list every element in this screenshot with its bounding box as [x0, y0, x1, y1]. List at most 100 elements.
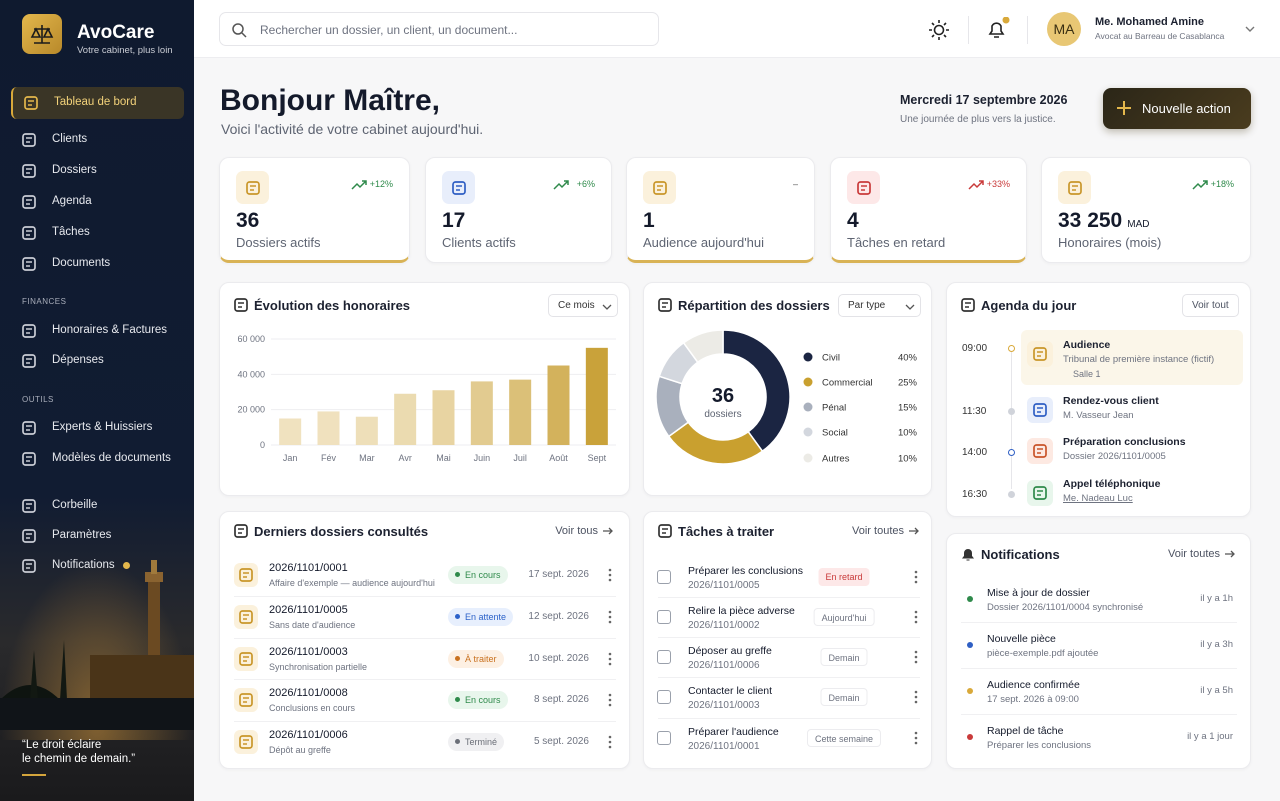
case-desc: Conclusions en cours	[269, 703, 356, 713]
donut-segment	[682, 329, 724, 364]
bar	[547, 365, 570, 445]
button[interactable]: Voir tout	[1182, 294, 1239, 317]
icon[interactable]	[602, 651, 618, 667]
icon	[22, 559, 36, 573]
agenda-time: 16:30	[962, 489, 988, 500]
theme-toggle[interactable]	[928, 19, 950, 41]
case-icon	[234, 730, 258, 754]
x-tick-label: Sept	[588, 453, 607, 463]
stat-icon	[643, 171, 676, 204]
y-tick-label: 60 000	[237, 334, 265, 344]
agenda-detail: Dossier 2026/1101/0005	[1063, 451, 1166, 462]
icon	[905, 304, 915, 310]
icon	[239, 652, 253, 666]
notification-title: Nouvelle pièce	[987, 633, 1056, 645]
agenda-detail: Me. Nadeau Luc	[1063, 493, 1133, 504]
x-tick-label: Mar	[359, 453, 375, 463]
nav-item[interactable]: Paramètres	[11, 520, 184, 552]
nav-item[interactable]: Agenda	[11, 186, 184, 218]
link[interactable]: Voir toutes	[852, 525, 920, 537]
icon[interactable]	[908, 689, 924, 705]
icon[interactable]	[602, 692, 618, 708]
stat-icon	[1058, 171, 1091, 204]
panel-title: Derniers dossiers consultés	[254, 524, 429, 539]
nav-item[interactable]: Honoraires & Factures	[11, 315, 184, 347]
agenda-icon	[1027, 438, 1053, 464]
nav-item[interactable]: Dépenses	[11, 345, 184, 377]
icon	[653, 181, 667, 195]
status-badge: En cours	[448, 691, 508, 709]
task-checkbox[interactable]	[657, 610, 671, 624]
notification-time: il y a 3h	[1200, 639, 1233, 650]
user-role: Avocat au Barreau de Casablanca	[1095, 31, 1225, 41]
panel-title: Agenda du jour	[981, 298, 1077, 313]
nav-label: Dossiers	[52, 164, 97, 176]
donut-segment	[667, 421, 764, 465]
link[interactable]: Voir toutes	[1168, 548, 1236, 560]
legend-label: Pénal	[822, 403, 846, 414]
user-menu-chevron[interactable]	[1244, 24, 1256, 34]
notification-detail: pièce-exemple.pdf ajoutée	[987, 648, 1099, 659]
case-icon	[234, 647, 258, 671]
legend-value: 25%	[898, 378, 918, 389]
nav-item[interactable]: Notifications	[11, 550, 184, 582]
task-checkbox[interactable]	[657, 690, 671, 704]
nav-item[interactable]: Dossiers	[11, 155, 184, 187]
case-date: 8 sept. 2026	[533, 694, 589, 705]
dropdown[interactable]: Par type	[838, 294, 921, 317]
task-checkbox[interactable]	[657, 650, 671, 664]
task-checkbox[interactable]	[657, 731, 671, 745]
icon[interactable]	[908, 730, 924, 746]
nav-label: Notifications	[52, 559, 115, 571]
nav-item[interactable]: Tableau de bord	[11, 87, 184, 119]
icon[interactable]	[602, 567, 618, 583]
icon[interactable]	[908, 609, 924, 625]
icon[interactable]	[908, 569, 924, 585]
nav-item[interactable]: Experts & Huissiers	[11, 412, 184, 444]
nav-item[interactable]: Tâches	[11, 217, 184, 249]
icon	[246, 181, 260, 195]
tasks-panel: Tâches à traiter Voir toutes Préparer les …	[643, 511, 932, 769]
notification-time: il y a 5h	[1200, 685, 1233, 696]
nav-item[interactable]: Corbeille	[11, 490, 184, 522]
donut-center-value: 36	[712, 385, 734, 407]
notification-title: Audience confirmée	[987, 679, 1080, 691]
icon[interactable]	[602, 734, 618, 750]
icon	[22, 529, 36, 543]
stat-trend: +33%	[986, 179, 1010, 189]
nav-item[interactable]: Documents	[11, 248, 184, 280]
nav-item[interactable]: Modèles de documents	[11, 443, 184, 475]
notification-time: il y a 1 jour	[1187, 731, 1233, 742]
panel-title: Notifications	[981, 547, 1060, 562]
case-icon	[234, 605, 258, 629]
legend-dot	[803, 352, 813, 362]
nav-label: Dépenses	[52, 354, 104, 366]
notification-bell[interactable]	[985, 17, 1011, 41]
legend-label: Social	[822, 428, 848, 439]
legend-dot	[803, 402, 813, 412]
legend-value: 15%	[898, 403, 918, 414]
task-checkbox[interactable]	[657, 570, 671, 584]
agenda-panel: Agenda du jour Voir tout 09:00 Audience Trib…	[946, 282, 1251, 517]
stat-label: Clients actifs	[442, 235, 516, 250]
avatar[interactable]: MA	[1047, 12, 1081, 46]
new-action-button[interactable]: Nouvelle action	[1103, 88, 1251, 129]
legend-value: 40%	[898, 353, 918, 364]
row-divider	[658, 677, 920, 678]
row-divider	[961, 668, 1237, 669]
link[interactable]: Voir tous	[555, 525, 614, 537]
dropdown[interactable]: Ce mois	[548, 294, 618, 317]
search-box[interactable]: Rechercher un dossier, un client, un doc…	[219, 12, 659, 46]
bar	[355, 416, 378, 445]
icon	[22, 164, 36, 178]
nav-item[interactable]: Clients	[11, 124, 184, 156]
stat-trend: +18%	[1210, 179, 1234, 189]
nav-label: Documents	[52, 257, 111, 269]
icon[interactable]	[602, 609, 618, 625]
x-tick-label: Fév	[321, 453, 337, 463]
icon[interactable]	[908, 649, 924, 665]
notification-dot	[967, 688, 973, 694]
timeline-line	[1011, 349, 1012, 489]
stat-icon	[847, 171, 880, 204]
